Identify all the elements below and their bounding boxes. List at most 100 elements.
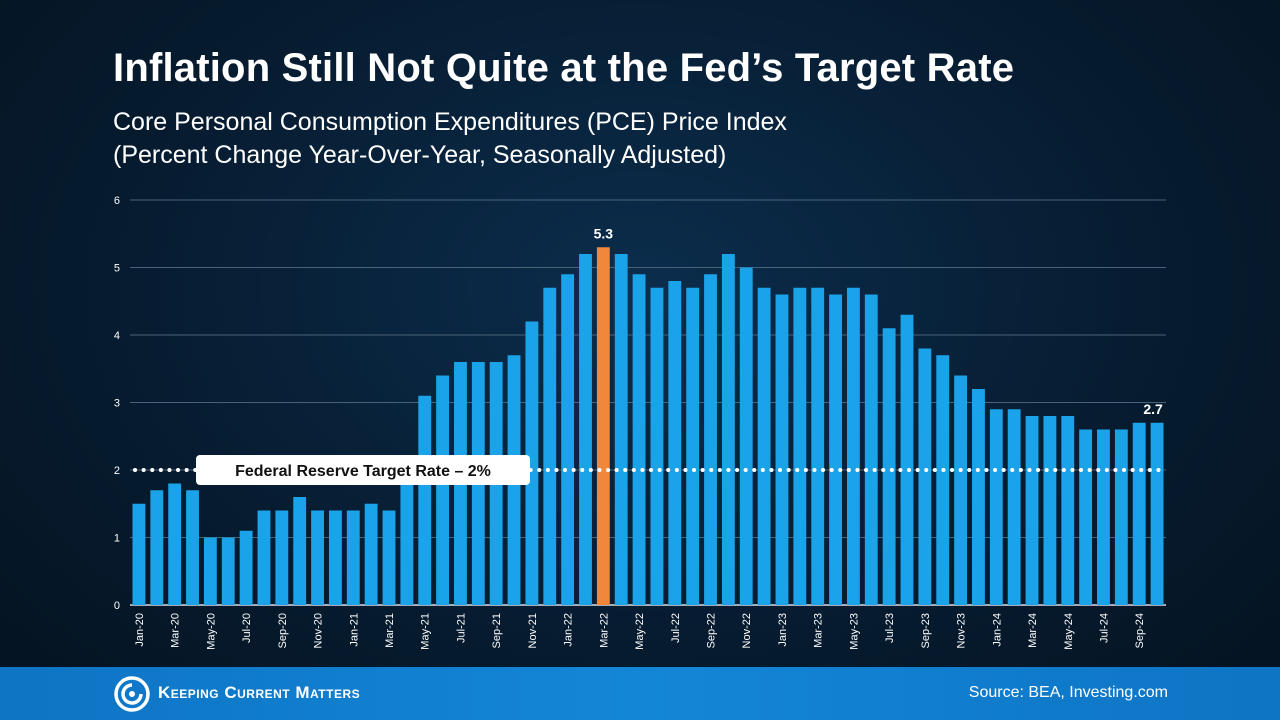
x-tick-label: Mar-21 xyxy=(384,613,396,648)
x-tick-label: Jan-20 xyxy=(134,613,146,647)
bar xyxy=(257,510,271,605)
bar xyxy=(436,375,450,605)
bar xyxy=(918,348,932,605)
bar xyxy=(900,314,914,605)
bar xyxy=(954,375,968,605)
x-tick-label: Nov-23 xyxy=(956,613,968,648)
x-tick-label: Mar-20 xyxy=(170,613,182,648)
bar xyxy=(1043,416,1057,605)
bar xyxy=(364,503,378,605)
bar xyxy=(650,287,664,605)
x-tick-label: Jul-22 xyxy=(670,613,682,643)
bar xyxy=(311,510,324,605)
bar xyxy=(382,510,396,605)
y-tick-label: 0 xyxy=(114,600,120,612)
bar xyxy=(775,294,789,605)
x-tick-label: Jan-22 xyxy=(563,613,575,647)
bar xyxy=(632,274,646,605)
bar xyxy=(543,287,557,605)
x-tick-label: May-24 xyxy=(1063,613,1075,650)
bars xyxy=(132,247,1164,605)
y-tick-label: 6 xyxy=(114,195,120,207)
x-tick-label: Sep-21 xyxy=(491,613,503,648)
logo-text: Keeping Current Matters xyxy=(158,683,361,702)
bar xyxy=(936,355,950,605)
x-tick-label: Sep-22 xyxy=(706,613,718,648)
bar xyxy=(846,287,860,605)
bar xyxy=(704,274,717,605)
bar xyxy=(1007,409,1021,605)
y-tick-label: 3 xyxy=(114,398,120,410)
bar xyxy=(168,483,182,605)
x-tick-label: Jul-21 xyxy=(455,613,467,643)
bar-peak xyxy=(596,247,610,605)
bar xyxy=(346,510,360,605)
bar xyxy=(989,409,1003,605)
subtitle-line-1: Core Personal Consumption Expenditures (… xyxy=(113,108,787,136)
bar xyxy=(239,530,253,605)
bar xyxy=(668,281,682,605)
bar xyxy=(882,328,896,605)
x-tick-label: Nov-21 xyxy=(527,613,539,648)
page-title: Inflation Still Not Quite at the Fed’s T… xyxy=(113,46,1015,90)
x-tick-label: Sep-24 xyxy=(1134,613,1146,648)
bar xyxy=(614,254,628,605)
bar xyxy=(328,510,342,605)
bar xyxy=(400,483,414,605)
x-tick-label: Mar-22 xyxy=(598,613,610,648)
bar xyxy=(418,395,432,605)
y-tick-label: 4 xyxy=(114,330,120,342)
pce-bar-chart: 0 1 2 3 4 5 6 Jan-20 Mar-20 May-20 Jul-20 Sep-20 No… xyxy=(114,195,1166,650)
kcm-logo-icon xyxy=(114,676,150,712)
x-tick-label: Jan-21 xyxy=(348,613,360,647)
bar xyxy=(972,389,985,605)
x-tick-label: May-22 xyxy=(634,613,646,650)
x-tick-label: Nov-20 xyxy=(313,613,325,648)
bar xyxy=(275,510,289,605)
x-tick-label: Mar-23 xyxy=(813,613,825,648)
x-tick-label: May-21 xyxy=(420,613,432,650)
x-tick-label: Sep-23 xyxy=(920,613,932,648)
bar xyxy=(221,537,235,605)
bar xyxy=(1079,429,1093,605)
bar xyxy=(793,287,807,605)
bar xyxy=(739,267,753,605)
bar xyxy=(811,287,825,605)
y-axis-ticks: 0 1 2 3 4 5 6 xyxy=(114,195,120,612)
bar xyxy=(1114,429,1128,605)
data-label: 5.3 xyxy=(594,225,614,241)
bar xyxy=(686,287,700,605)
bar xyxy=(721,254,735,605)
x-tick-label: Nov-22 xyxy=(741,613,753,648)
bar xyxy=(150,490,164,605)
bar xyxy=(1061,416,1075,605)
x-tick-label: Jul-24 xyxy=(1098,613,1110,643)
bar xyxy=(132,503,146,605)
x-tick-label: Jul-20 xyxy=(241,613,253,643)
bar xyxy=(829,294,842,605)
y-tick-label: 5 xyxy=(114,263,120,275)
bar xyxy=(186,490,199,605)
bar xyxy=(293,497,307,605)
data-label: 2.7 xyxy=(1143,401,1163,417)
bar xyxy=(864,294,878,605)
data-labels: 5.3 2.7 xyxy=(594,225,1163,417)
x-axis-ticks: Jan-20 Mar-20 May-20 Jul-20 Sep-20 Nov-20 Jan-… xyxy=(134,613,1146,650)
target-rate-label: Federal Reserve Target Rate – 2% xyxy=(235,463,491,480)
y-tick-label: 1 xyxy=(114,533,120,545)
source-note: Source: BEA, Investing.com xyxy=(968,684,1168,701)
x-tick-label: Jul-23 xyxy=(884,613,896,643)
target-rate-line: Federal Reserve Target Rate – 2% xyxy=(133,455,1164,485)
bar xyxy=(579,254,592,605)
bar xyxy=(1097,429,1110,605)
bar xyxy=(203,537,217,605)
target-rate-label-box xyxy=(196,455,530,485)
footer-bar: Keeping Current Matters Source: BEA, Inv… xyxy=(0,667,1280,720)
bar xyxy=(1150,422,1164,605)
chart-subtitle: Core Personal Consumption Expenditures (… xyxy=(113,106,787,172)
x-tick-label: May-23 xyxy=(848,613,860,650)
bar xyxy=(525,321,539,605)
x-tick-label: Jan-23 xyxy=(777,613,789,647)
bar xyxy=(561,274,575,605)
subtitle-line-2: (Percent Change Year-Over-Year, Seasonal… xyxy=(113,141,727,169)
